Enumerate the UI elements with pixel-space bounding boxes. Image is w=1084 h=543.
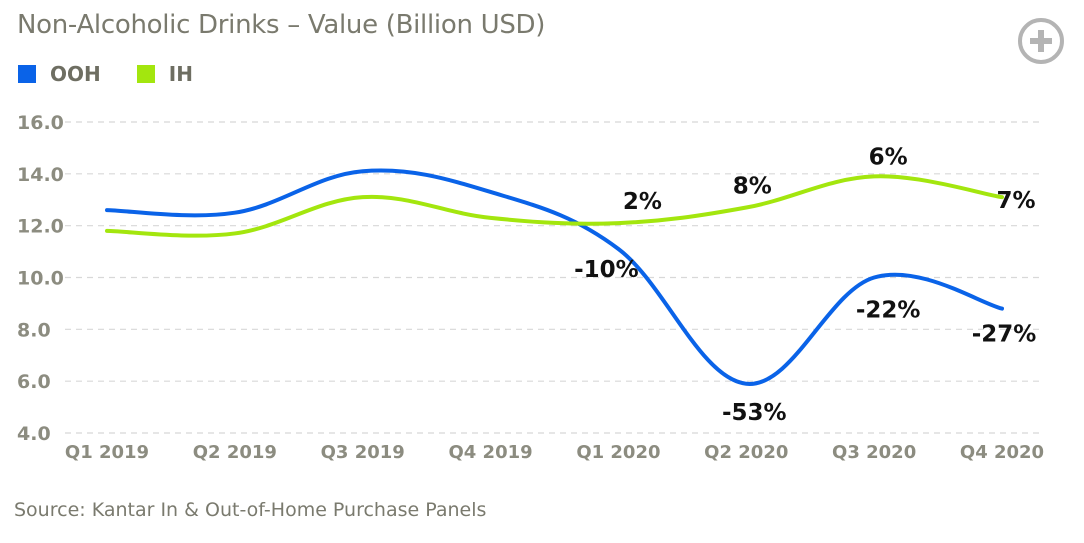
y-tick-label: 10.0 xyxy=(17,268,64,290)
data-label: -27% xyxy=(972,322,1037,348)
legend-swatch-ooh xyxy=(18,65,36,83)
chart-title: Non-Alcoholic Drinks – Value (Billion US… xyxy=(17,10,546,40)
data-label: 7% xyxy=(996,188,1035,214)
x-tick-label: Q2 2019 xyxy=(193,442,277,463)
plus-circle-icon[interactable] xyxy=(1017,17,1065,65)
y-tick-label: 12.0 xyxy=(17,216,64,238)
source-note: Source: Kantar In & Out-of-Home Purchase… xyxy=(14,499,487,521)
data-label: 6% xyxy=(869,144,908,170)
y-tick-label: 14.0 xyxy=(17,164,64,186)
data-label: -22% xyxy=(856,298,921,324)
legend-item-ih[interactable]: IH xyxy=(136,62,193,86)
x-tick-label: Q1 2019 xyxy=(65,442,149,463)
chart-legend: OOH IH xyxy=(18,62,229,86)
legend-item-ooh[interactable]: OOH xyxy=(18,62,101,86)
x-tick-label: Q3 2020 xyxy=(832,442,916,463)
series-line-ih xyxy=(105,174,1004,238)
data-label: 8% xyxy=(733,174,772,200)
y-tick-label: 8.0 xyxy=(17,319,51,341)
legend-label-ooh: OOH xyxy=(50,62,101,86)
x-tick-label: Q4 2020 xyxy=(960,442,1044,463)
x-tick-label: Q3 2019 xyxy=(321,442,405,463)
legend-label-ih: IH xyxy=(168,62,193,86)
data-label: -10% xyxy=(574,257,639,283)
y-tick-label: 6.0 xyxy=(17,371,51,393)
legend-swatch-ih xyxy=(136,65,155,83)
data-label: 2% xyxy=(623,189,662,215)
series-line-ooh xyxy=(105,168,1004,386)
x-tick-label: Q2 2020 xyxy=(704,442,788,463)
y-tick-label: 4.0 xyxy=(17,423,51,445)
data-label: -53% xyxy=(722,400,787,426)
y-tick-label: 16.0 xyxy=(17,112,64,134)
x-tick-label: Q1 2020 xyxy=(576,442,660,463)
x-tick-label: Q4 2019 xyxy=(448,442,532,463)
